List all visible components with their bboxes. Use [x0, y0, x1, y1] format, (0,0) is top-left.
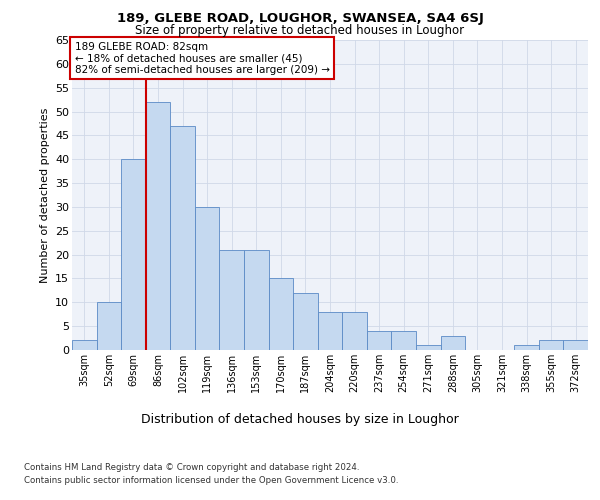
- Bar: [440, 336, 465, 350]
- Text: Distribution of detached houses by size in Loughor: Distribution of detached houses by size …: [141, 412, 459, 426]
- Y-axis label: Number of detached properties: Number of detached properties: [40, 108, 50, 282]
- Bar: [367, 331, 391, 350]
- Text: Contains HM Land Registry data © Crown copyright and database right 2024.: Contains HM Land Registry data © Crown c…: [24, 462, 359, 471]
- Bar: [121, 159, 146, 350]
- Bar: [539, 340, 563, 350]
- Bar: [220, 250, 244, 350]
- Text: 189 GLEBE ROAD: 82sqm
← 18% of detached houses are smaller (45)
82% of semi-deta: 189 GLEBE ROAD: 82sqm ← 18% of detached …: [74, 42, 329, 75]
- Bar: [97, 302, 121, 350]
- Text: 189, GLEBE ROAD, LOUGHOR, SWANSEA, SA4 6SJ: 189, GLEBE ROAD, LOUGHOR, SWANSEA, SA4 6…: [116, 12, 484, 25]
- Bar: [72, 340, 97, 350]
- Bar: [514, 345, 539, 350]
- Bar: [269, 278, 293, 350]
- Bar: [170, 126, 195, 350]
- Bar: [293, 293, 318, 350]
- Text: Contains public sector information licensed under the Open Government Licence v3: Contains public sector information licen…: [24, 476, 398, 485]
- Bar: [244, 250, 269, 350]
- Bar: [318, 312, 342, 350]
- Bar: [563, 340, 588, 350]
- Bar: [195, 207, 220, 350]
- Bar: [146, 102, 170, 350]
- Bar: [342, 312, 367, 350]
- Text: Size of property relative to detached houses in Loughor: Size of property relative to detached ho…: [136, 24, 464, 37]
- Bar: [391, 331, 416, 350]
- Bar: [416, 345, 440, 350]
